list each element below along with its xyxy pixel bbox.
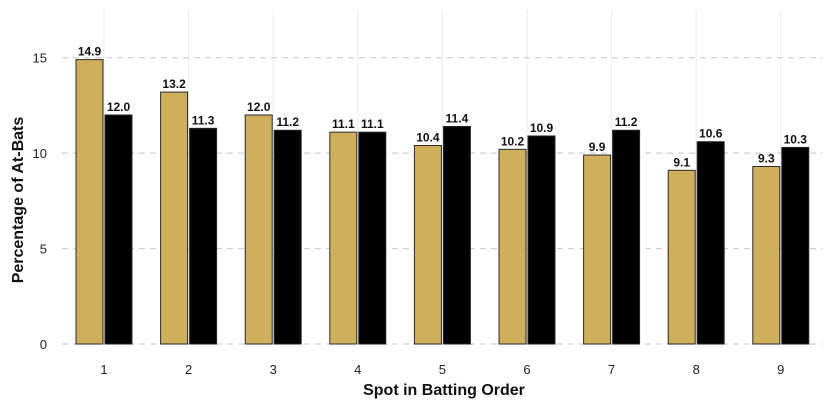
bar-value-label: 11.4 xyxy=(446,111,469,125)
bar xyxy=(442,125,471,345)
bar-value-label: 10.2 xyxy=(501,134,525,148)
x-axis-title: Spot in Batting Order xyxy=(363,382,525,399)
x-tick-label: 7 xyxy=(608,362,615,377)
bar-value-label: 13.2 xyxy=(162,77,186,91)
y-tick-label: 0 xyxy=(40,337,47,352)
x-axis-ticks: 1 2 3 4 5 6 7 8 9 xyxy=(100,362,784,377)
bar-labels: 14.9 13.2 12.0 11.1 10.4 10.2 9.9 9.1 9.3 12.0 11.… xyxy=(78,45,807,170)
bar-value-label: 12.0 xyxy=(247,100,271,114)
bar xyxy=(244,114,273,345)
bar xyxy=(329,131,358,345)
bar xyxy=(413,145,442,345)
bar xyxy=(612,129,641,345)
bar xyxy=(358,131,387,345)
bar-value-label: 11.1 xyxy=(332,117,355,131)
bar-value-label: 11.2 xyxy=(276,115,299,129)
y-tick-label: 15 xyxy=(33,51,47,66)
bar xyxy=(104,114,133,345)
bar xyxy=(781,146,810,345)
x-tick-label: 8 xyxy=(693,362,700,377)
bar-value-label: 9.3 xyxy=(758,152,775,166)
bar xyxy=(75,59,104,345)
bar-value-label: 11.2 xyxy=(615,115,638,129)
bar-value-label: 9.9 xyxy=(589,140,606,154)
bar xyxy=(189,127,218,345)
x-tick-label: 9 xyxy=(777,362,784,377)
bar-value-label: 12.0 xyxy=(107,100,131,114)
bar-value-label: 10.6 xyxy=(699,127,723,141)
bar-value-label: 9.1 xyxy=(673,155,690,169)
bar xyxy=(583,154,612,345)
y-axis-title: Percentage of At-Bats xyxy=(10,117,27,284)
grid-lines xyxy=(62,10,823,345)
x-tick-label: 3 xyxy=(270,362,277,377)
bar-value-label: 10.3 xyxy=(784,132,808,146)
x-tick-label: 1 xyxy=(100,362,107,377)
x-tick-label: 6 xyxy=(523,362,530,377)
bar xyxy=(160,91,189,345)
bar-value-label: 11.3 xyxy=(192,113,215,127)
bar-value-label: 10.9 xyxy=(530,121,554,135)
bar xyxy=(498,148,527,345)
bar-value-label: 11.1 xyxy=(361,117,384,131)
y-tick-label: 5 xyxy=(40,242,47,257)
x-tick-label: 5 xyxy=(439,362,446,377)
bar xyxy=(696,141,725,345)
bar xyxy=(752,166,781,345)
bar xyxy=(273,129,302,345)
bars xyxy=(75,59,810,345)
y-axis-ticks: 0 5 10 15 xyxy=(33,51,47,352)
x-tick-label: 4 xyxy=(354,362,361,377)
bar xyxy=(527,135,556,345)
bar-value-label: 14.9 xyxy=(78,45,102,59)
y-tick-label: 10 xyxy=(33,146,47,161)
x-tick-label: 2 xyxy=(185,362,192,377)
bar xyxy=(667,169,696,345)
bar-value-label: 10.4 xyxy=(416,131,440,145)
